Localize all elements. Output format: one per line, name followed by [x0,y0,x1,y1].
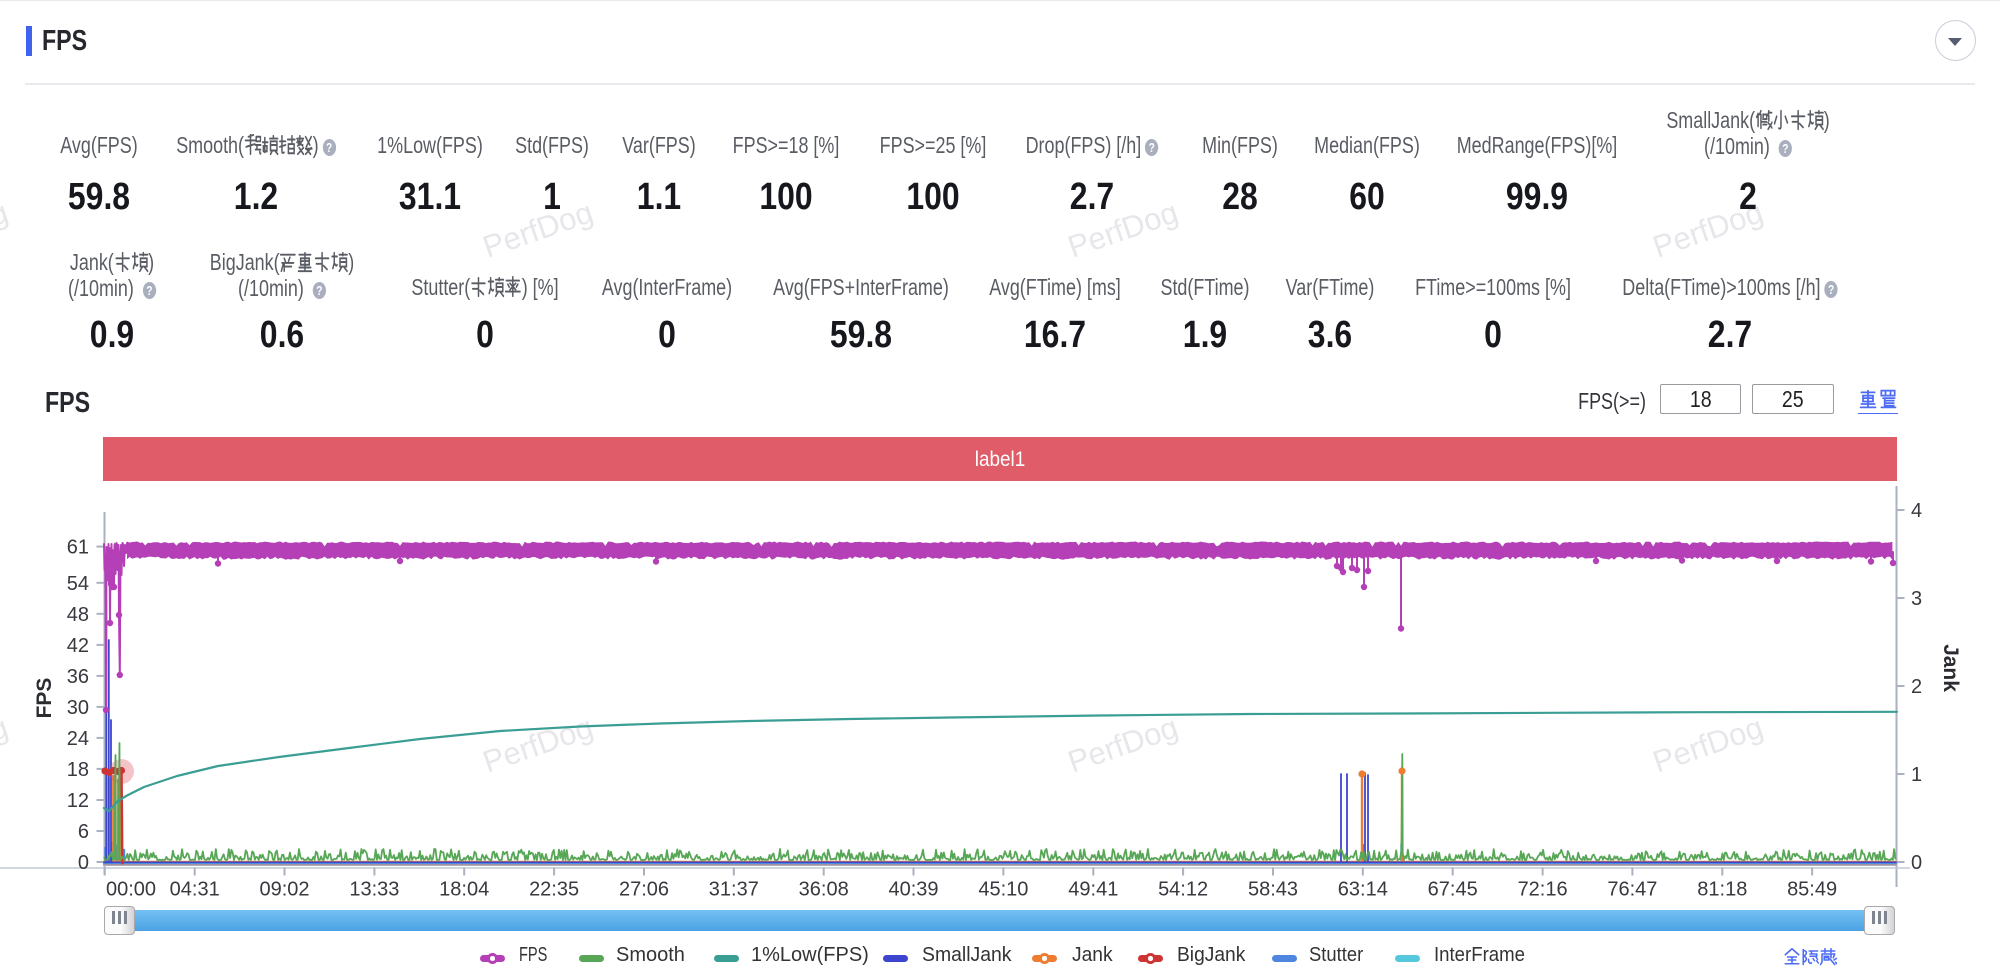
svg-text:2: 2 [1911,676,1922,698]
svg-text:4: 4 [1911,500,1922,522]
svg-text:67:45: 67:45 [1428,879,1478,901]
svg-text:18: 18 [67,759,89,781]
svg-text:00:00: 00:00 [106,879,156,901]
svg-text:12: 12 [67,790,89,812]
svg-text:61: 61 [67,537,89,559]
svg-text:Jank: Jank [1939,644,1962,692]
svg-text:13:33: 13:33 [349,879,399,901]
svg-text:58:43: 58:43 [1248,879,1298,901]
svg-text:49:41: 49:41 [1068,879,1118,901]
svg-text:63:14: 63:14 [1338,879,1388,901]
svg-text:18:04: 18:04 [439,879,489,901]
svg-text:76:47: 76:47 [1607,879,1657,901]
svg-text:09:02: 09:02 [259,879,309,901]
svg-text:54: 54 [67,573,89,595]
svg-text:3: 3 [1911,588,1922,610]
svg-text:27:06: 27:06 [619,879,669,901]
svg-text:48: 48 [67,604,89,626]
svg-text:6: 6 [78,821,89,843]
svg-text:22:35: 22:35 [529,879,579,901]
svg-text:24: 24 [67,728,89,750]
svg-text:0: 0 [1911,852,1922,874]
svg-text:FPS: FPS [33,678,56,719]
svg-text:85:49: 85:49 [1787,879,1837,901]
svg-text:40:39: 40:39 [888,879,938,901]
svg-text:54:12: 54:12 [1158,879,1208,901]
svg-text:1: 1 [1911,764,1922,786]
svg-text:36:08: 36:08 [799,879,849,901]
svg-text:04:31: 04:31 [170,879,220,901]
svg-text:30: 30 [67,697,89,719]
svg-text:81:18: 81:18 [1697,879,1747,901]
svg-text:45:10: 45:10 [978,879,1028,901]
svg-text:42: 42 [67,635,89,657]
svg-text:0: 0 [78,852,89,874]
svg-text:31:37: 31:37 [709,879,759,901]
svg-text:72:16: 72:16 [1518,879,1568,901]
svg-text:36: 36 [67,666,89,688]
